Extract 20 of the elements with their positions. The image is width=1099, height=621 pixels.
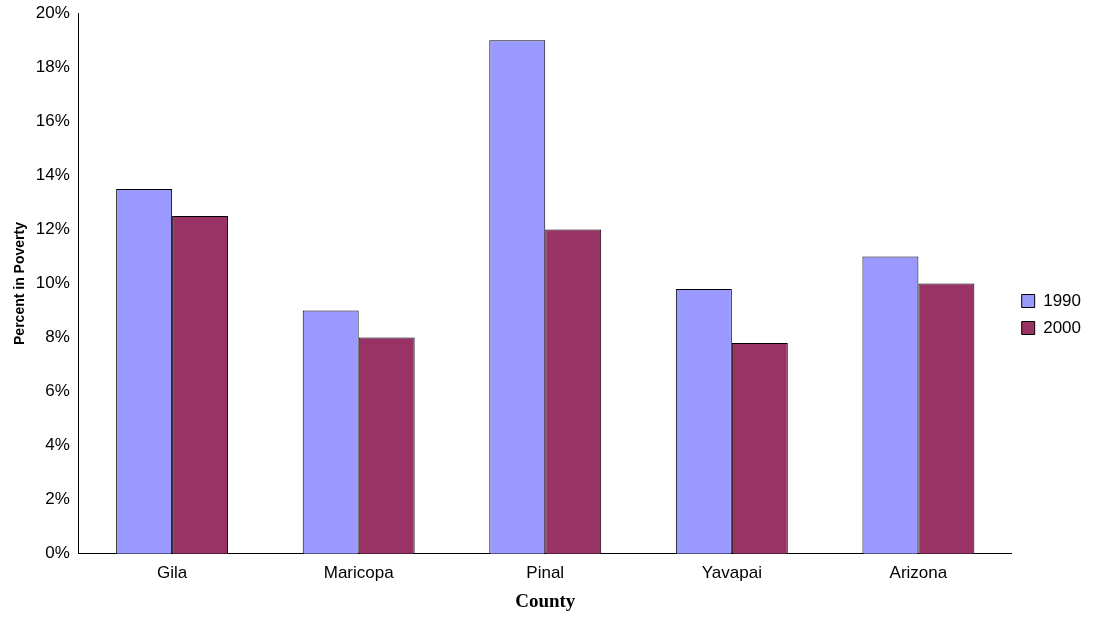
y-tick-label: 0%: [45, 543, 70, 563]
x-tick-label: Arizona: [889, 562, 948, 582]
y-tick-label: 14%: [35, 165, 70, 185]
y-tick-label: 12%: [35, 219, 70, 239]
legend-label: 1990: [1043, 290, 1082, 310]
x-tick-label: Gila: [156, 562, 188, 582]
x-tick-label: Pinal: [526, 562, 565, 582]
y-axis-title: Percent in Poverty: [11, 221, 28, 345]
y-tick-label: 16%: [35, 111, 70, 131]
y-tick-label: 6%: [45, 381, 70, 401]
x-tick-label: Yavapai: [701, 562, 762, 582]
y-tick-label: 20%: [35, 2, 70, 22]
x-tick-label: Maricopa: [323, 562, 395, 582]
legend-label: 2000: [1043, 317, 1082, 337]
y-tick-label: 2%: [45, 489, 70, 509]
x-axis-title: County: [515, 589, 576, 611]
y-tick-label: 8%: [45, 327, 70, 347]
y-tick-label: 18%: [35, 56, 70, 76]
y-tick-label: 10%: [35, 273, 70, 293]
y-tick-label: 4%: [45, 435, 70, 455]
